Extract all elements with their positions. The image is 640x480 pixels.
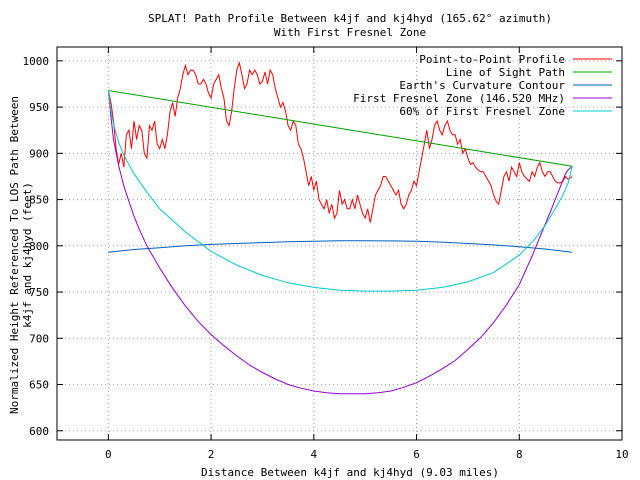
x-tick-label: 0: [105, 448, 112, 461]
x-tick-label: 2: [208, 448, 215, 461]
y-axis-label-line2: k4jf and kj4hyd (feet): [21, 182, 34, 328]
legend-label-first-fresnel-zone-146-520-mhz: First Fresnel Zone (146.520 MHz): [353, 92, 565, 105]
axis-ticks: 0 2 4 6 8 10 600 650 700 750 800 850 900 950 1000: [23, 47, 629, 461]
y-tick-label: 600: [29, 425, 49, 438]
x-tick-label: 8: [516, 448, 523, 461]
x-tick-label: 4: [311, 448, 318, 461]
series-line-line-of-sight-path: [108, 90, 573, 167]
y-tick-label: 1000: [23, 55, 50, 68]
chart-subtitle: With First Fresnel Zone: [274, 26, 426, 39]
series-lines: [107, 60, 573, 395]
y-tick-label: 850: [29, 194, 49, 207]
y-tick-label: 700: [29, 332, 49, 345]
series-line-first-fresnel-zone-146-520-mhz: [107, 90, 573, 395]
y-tick-label: 950: [29, 101, 49, 114]
grid: [57, 47, 622, 440]
y-tick-label: 750: [29, 286, 49, 299]
y-tick-label: 900: [29, 147, 49, 160]
series-line-earth-s-curvature-contour: [108, 240, 573, 253]
legend-label-point-to-point-profile: Point-to-Point Profile: [419, 53, 565, 66]
legend-label-earth-s-curvature-contour: Earth's Curvature Contour: [399, 79, 565, 92]
series-line-point-to-point-profile: [107, 60, 573, 223]
y-axis-label-line1: Normalized Height Referenced To LOS Path…: [8, 96, 21, 414]
legend-label-line-of-sight-path: Line of Sight Path: [446, 66, 565, 79]
x-tick-label: 6: [413, 448, 420, 461]
x-tick-label: 10: [615, 448, 628, 461]
chart-title: SPLAT! Path Profile Between k4jf and kj4…: [148, 12, 552, 25]
series-line-60-of-first-fresnel-zone: [107, 90, 573, 292]
y-tick-label: 800: [29, 240, 49, 253]
plot-frame: [56, 46, 623, 441]
x-axis-label: Distance Between k4jf and kj4hyd (9.03 m…: [201, 466, 499, 479]
legend-label-60-of-first-fresnel-zone: 60% of First Fresnel Zone: [399, 105, 565, 118]
y-tick-label: 650: [29, 379, 49, 392]
